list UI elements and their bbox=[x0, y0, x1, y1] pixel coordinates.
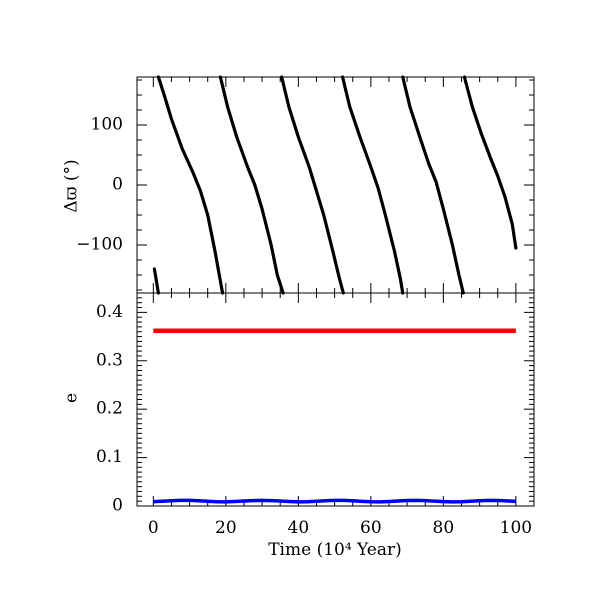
delta-varpi-branch-line bbox=[462, 75, 518, 250]
bottom-y-tick-label: 0.4 bbox=[96, 302, 123, 322]
delta-varpi-branch-line bbox=[152, 267, 160, 295]
x-tick-label: 0 bbox=[148, 518, 159, 538]
bottom-y-tick-label: 0 bbox=[112, 496, 123, 516]
bottom-axis-ticks bbox=[137, 293, 534, 506]
top-y-tick-label: −100 bbox=[76, 235, 123, 255]
x-tick-label: 100 bbox=[500, 518, 532, 538]
panel-eccentricity: 0 0.1 0.2 0.3 0.4 0 20 40 60 80 100 e Time (10⁴ Y… bbox=[62, 292, 535, 560]
panel-longitude-difference: −100 0 100 Δϖ (°) bbox=[62, 75, 535, 295]
bottom-y-tick-labels: 0 0.1 0.2 0.3 0.4 bbox=[96, 302, 123, 516]
x-tick-label: 80 bbox=[433, 518, 455, 538]
top-y-tick-label: 100 bbox=[91, 115, 123, 135]
x-tick-label: 60 bbox=[360, 518, 382, 538]
delta-varpi-branch-line bbox=[401, 75, 465, 295]
delta-varpi-branch-line bbox=[280, 75, 345, 295]
top-y-tick-label: 0 bbox=[112, 175, 123, 195]
bottom-series-group bbox=[153, 328, 516, 504]
delta-varpi-branch-line bbox=[218, 75, 285, 295]
bottom-y-tick-label: 0.2 bbox=[96, 399, 123, 419]
x-tick-labels: 0 20 40 60 80 100 bbox=[148, 518, 532, 538]
delta-varpi-branch-line bbox=[156, 75, 225, 295]
x-axis-label: Time (10⁴ Year) bbox=[268, 540, 402, 560]
x-tick-label: 20 bbox=[215, 518, 237, 538]
eccentricity-blue-line bbox=[153, 498, 516, 504]
x-tick-label: 40 bbox=[288, 518, 310, 538]
top-y-axis-label: Δϖ (°) bbox=[62, 159, 82, 212]
delta-varpi-branch-line bbox=[340, 75, 405, 295]
bottom-y-tick-label: 0.3 bbox=[96, 350, 123, 370]
bottom-y-axis-label: e bbox=[62, 393, 82, 403]
bottom-y-tick-label: 0.1 bbox=[96, 447, 123, 467]
top-series-group bbox=[152, 75, 518, 295]
top-y-tick-labels: −100 0 100 bbox=[76, 115, 123, 255]
